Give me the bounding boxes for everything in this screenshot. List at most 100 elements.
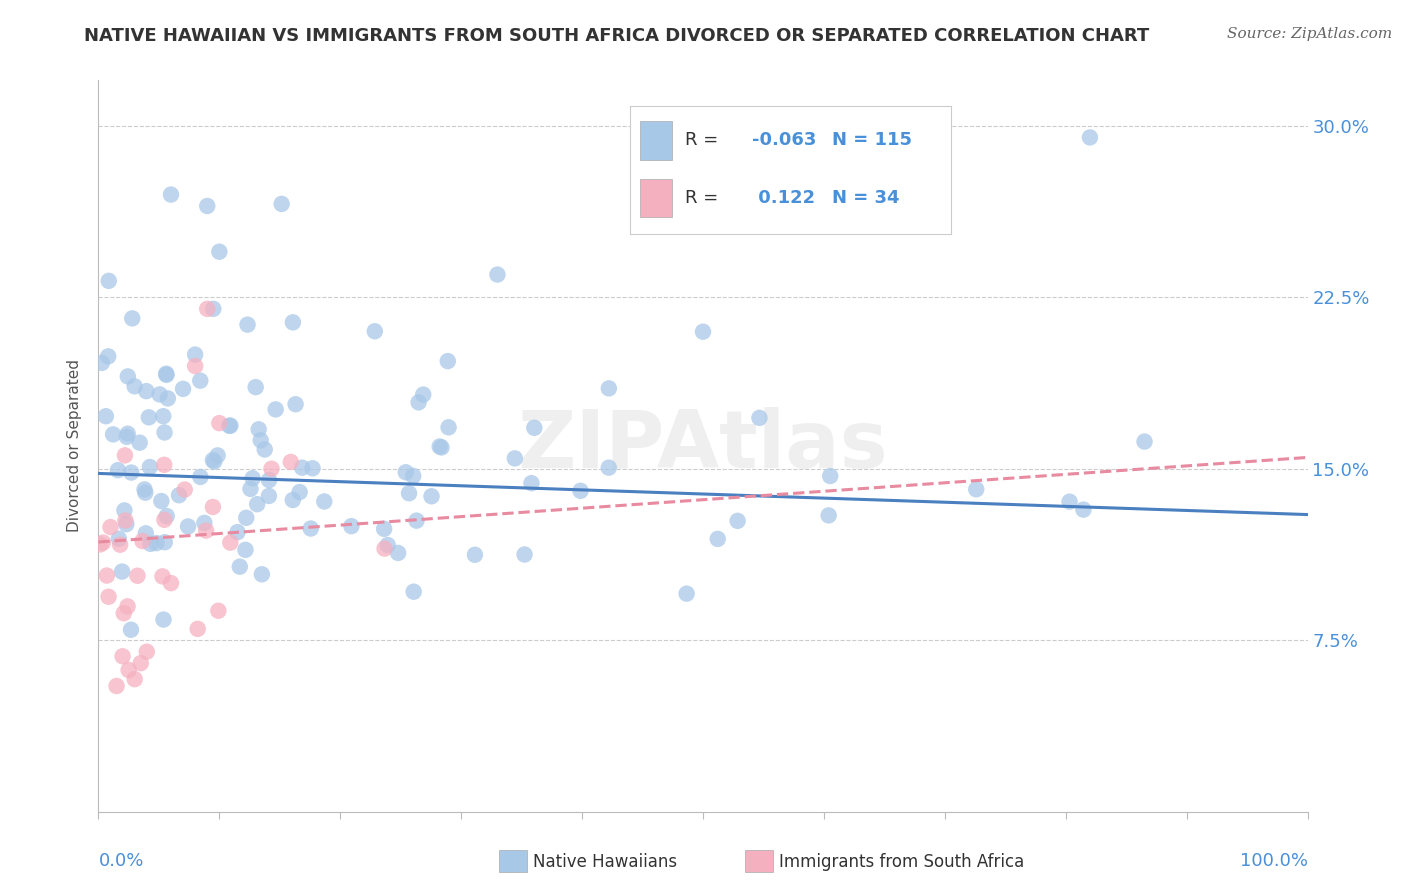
Point: [249, 434, 271, 448]
Text: 0.0%: 0.0%: [98, 852, 143, 870]
Point: [190, 470, 212, 484]
Point: [118, 663, 141, 677]
Point: [748, 410, 770, 425]
Point: [420, 489, 443, 503]
Text: NATIVE HAWAIIAN VS IMMIGRANTS FROM SOUTH AFRICA DIVORCED OR SEPARATED CORRELATIO: NATIVE HAWAIIAN VS IMMIGRANTS FROM SOUTH…: [84, 27, 1150, 45]
Point: [236, 318, 259, 332]
Point: [270, 197, 292, 211]
Point: [105, 679, 128, 693]
Point: [301, 461, 323, 475]
Point: [598, 460, 620, 475]
Point: [264, 402, 287, 417]
Point: [429, 440, 451, 454]
Point: [598, 381, 620, 395]
Point: [160, 187, 183, 202]
Point: [207, 449, 229, 463]
Point: [229, 559, 252, 574]
Point: [202, 301, 225, 316]
Point: [128, 435, 150, 450]
Point: [107, 463, 129, 477]
Point: [156, 392, 179, 406]
Point: [706, 532, 728, 546]
Point: [250, 567, 273, 582]
Point: [202, 454, 225, 468]
Point: [134, 483, 156, 497]
Point: [219, 418, 242, 433]
Point: [135, 526, 157, 541]
Point: [108, 532, 131, 546]
Point: [193, 516, 215, 530]
Point: [97, 349, 120, 363]
Point: [131, 534, 153, 549]
Point: [818, 469, 841, 483]
Y-axis label: Divorced or Separated: Divorced or Separated: [67, 359, 83, 533]
Point: [408, 395, 430, 409]
Text: Native Hawaiians: Native Hawaiians: [533, 853, 678, 871]
Point: [177, 519, 200, 533]
Point: [89, 537, 111, 551]
Point: [675, 587, 697, 601]
Point: [247, 422, 270, 436]
Point: [120, 623, 142, 637]
Point: [91, 535, 114, 549]
Point: [437, 420, 460, 434]
Point: [96, 568, 118, 582]
Point: [134, 485, 156, 500]
Point: [208, 416, 231, 430]
Point: [150, 494, 173, 508]
Point: [281, 315, 304, 329]
Point: [373, 522, 395, 536]
Point: [281, 493, 304, 508]
Point: [111, 649, 134, 664]
Point: [314, 494, 336, 508]
Point: [239, 482, 262, 496]
Point: [1059, 494, 1081, 508]
Point: [692, 325, 714, 339]
Point: [430, 441, 453, 455]
Point: [260, 461, 283, 475]
Point: [1133, 434, 1156, 449]
Point: [124, 379, 146, 393]
Point: [188, 374, 211, 388]
Point: [115, 517, 138, 532]
Point: [167, 488, 190, 502]
Point: [405, 514, 427, 528]
Point: [201, 453, 224, 467]
Point: [402, 584, 425, 599]
Point: [523, 421, 546, 435]
Point: [149, 387, 172, 401]
Text: 100.0%: 100.0%: [1240, 852, 1308, 870]
Point: [520, 476, 543, 491]
Point: [112, 606, 135, 620]
Point: [153, 425, 176, 440]
Point: [387, 546, 409, 560]
Point: [135, 645, 157, 659]
Text: ZIPAtlas: ZIPAtlas: [517, 407, 889, 485]
Point: [114, 514, 136, 528]
Point: [817, 508, 839, 523]
Point: [235, 510, 257, 524]
Point: [139, 460, 162, 475]
Point: [97, 590, 120, 604]
Point: [965, 483, 987, 497]
Point: [291, 460, 314, 475]
Point: [253, 442, 276, 457]
Point: [288, 485, 311, 500]
Point: [299, 522, 322, 536]
Point: [115, 430, 138, 444]
Point: [90, 356, 112, 370]
Point: [257, 473, 280, 487]
Point: [145, 536, 167, 550]
Point: [377, 538, 399, 552]
Point: [138, 410, 160, 425]
Text: Immigrants from South Africa: Immigrants from South Africa: [779, 853, 1024, 871]
Point: [155, 367, 177, 381]
Point: [184, 347, 207, 362]
Point: [195, 199, 218, 213]
Point: [195, 301, 218, 316]
Point: [135, 384, 157, 399]
Point: [121, 311, 143, 326]
Point: [120, 466, 142, 480]
Point: [124, 672, 146, 686]
Point: [187, 622, 209, 636]
